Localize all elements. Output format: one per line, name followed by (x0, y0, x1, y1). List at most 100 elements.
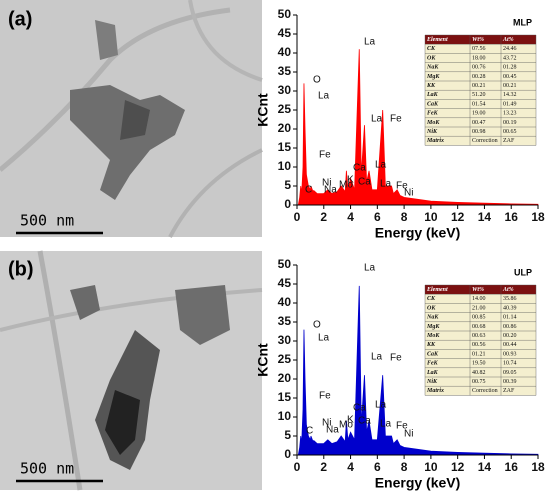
scale-bar-label: 500 nm (20, 212, 74, 230)
table-cell: 19.50 (472, 361, 486, 367)
table-header-bg (425, 35, 536, 45)
peak-label: Ca (353, 163, 366, 174)
tem-image: (a) 500 nm (0, 0, 263, 238)
table-cell: 35.86 (503, 296, 517, 302)
peak-label: La (364, 37, 376, 48)
table-cell: FeK (427, 111, 439, 117)
table-cell: 00.86 (503, 324, 517, 330)
table-header: Element (426, 287, 448, 293)
panel-label: (b) (8, 258, 34, 280)
table-cell: MgK (426, 74, 440, 80)
y-tick-label: 20 (278, 371, 292, 385)
table-cell: 01.28 (503, 65, 517, 71)
table-body-bg (425, 44, 536, 146)
peak-label: Mo (339, 420, 353, 431)
table-header-bg (425, 285, 536, 295)
peak-label: K (347, 415, 354, 426)
table-cell: 00.68 (472, 324, 486, 330)
table-cell: 00.75 (472, 379, 486, 385)
y-tick-label: 10 (278, 409, 292, 423)
table-cell: 40.82 (472, 370, 486, 376)
tem-image: (b) 500 nm (0, 250, 263, 491)
x-tick-label: 6 (374, 460, 381, 474)
table-cell: 01.21 (472, 351, 486, 357)
x-tick-label: 2 (320, 460, 327, 474)
x-tick-label: 18 (531, 460, 545, 474)
peak-label: O (313, 320, 321, 331)
y-tick-label: 0 (284, 197, 291, 211)
x-tick-label: 10 (424, 460, 438, 474)
peak-label: La (371, 114, 383, 125)
table-cell: 01.14 (503, 315, 517, 321)
peak-label: K (347, 175, 354, 186)
table-cell: 00.76 (472, 65, 486, 71)
y-tick-label: 5 (284, 428, 291, 442)
x-tick-label: 6 (374, 210, 381, 224)
table-cell: 01.49 (503, 101, 517, 107)
y-tick-label: 30 (278, 83, 292, 97)
y-axis-title: KCnt (255, 93, 271, 127)
film-edge (188, 0, 263, 82)
peak-label: Ca (353, 403, 366, 414)
x-axis-title: Energy (keV) (375, 225, 461, 241)
peak-label: Na (326, 425, 339, 436)
x-axis-title: Energy (keV) (375, 475, 461, 491)
peak-label: La (318, 333, 330, 344)
x-tick-label: 18 (531, 210, 545, 224)
table-cell: KK (426, 342, 436, 348)
peak-label: Ca (358, 177, 371, 188)
table-cell: OK (427, 305, 436, 311)
table-cell: 00.44 (503, 342, 517, 348)
table-cell: NaK (426, 65, 439, 71)
table-cell: Matrix (426, 388, 444, 394)
particle (95, 20, 118, 60)
y-tick-label: 5 (284, 178, 291, 192)
x-tick-label: 16 (505, 460, 519, 474)
y-tick-label: 50 (278, 257, 292, 271)
peak-label: Ca (358, 416, 371, 427)
peak-label: Fe (319, 150, 331, 161)
y-tick-label: 0 (284, 447, 291, 461)
spectrum-chart: 0 5 10 15 20 25 30 35 40 45 50 0 2 4 6 8 10 12 14 16 18 KCnt E… (255, 7, 545, 241)
inset-title: MLP (513, 17, 532, 27)
table-cell: 51.20 (472, 92, 486, 98)
y-tick-label: 25 (278, 102, 292, 116)
particle (105, 390, 140, 455)
particle (70, 85, 185, 200)
peak-label: La (318, 91, 330, 102)
x-tick-label: 0 (294, 460, 301, 474)
table-cell: MoK (426, 333, 440, 339)
table-cell: 24.46 (503, 46, 517, 52)
peak-label: C (306, 426, 313, 437)
table-cell: ZAF (503, 388, 515, 394)
spectrum-chart: 0 5 10 15 20 25 30 35 40 45 50 0 2 4 6 8 10 12 14 16 18 KCnt E… (255, 257, 545, 491)
table-cell: 14.32 (503, 92, 517, 98)
table-cell: CK (427, 46, 436, 52)
table-cell: MoK (426, 120, 440, 126)
table-cell: 00.39 (503, 379, 517, 385)
table-header: Wt% (472, 287, 484, 293)
table-cell: CaK (427, 351, 439, 357)
x-tick-label: 14 (478, 210, 492, 224)
y-tick-label: 30 (278, 333, 292, 347)
table-header: At% (502, 37, 514, 43)
x-tick-label: 4 (347, 460, 354, 474)
y-tick-label: 40 (278, 45, 292, 59)
table-cell: LaK (426, 92, 439, 98)
table-cell: 09.05 (503, 370, 517, 376)
x-tick-label: 12 (451, 210, 465, 224)
table-cell: 00.47 (472, 120, 486, 126)
peak-label: La (380, 419, 392, 430)
peak-label: Fe (390, 114, 402, 125)
table-cell: 40.39 (503, 305, 517, 311)
table-cell: 18.00 (472, 55, 486, 61)
table-cell: Correction (472, 388, 498, 394)
table-cell: 00.45 (503, 74, 517, 80)
x-tick-label: 2 (320, 210, 327, 224)
particle (120, 100, 150, 140)
x-tick-label: 0 (294, 210, 301, 224)
y-axis-title: KCnt (255, 343, 271, 377)
table-cell: CaK (427, 101, 439, 107)
